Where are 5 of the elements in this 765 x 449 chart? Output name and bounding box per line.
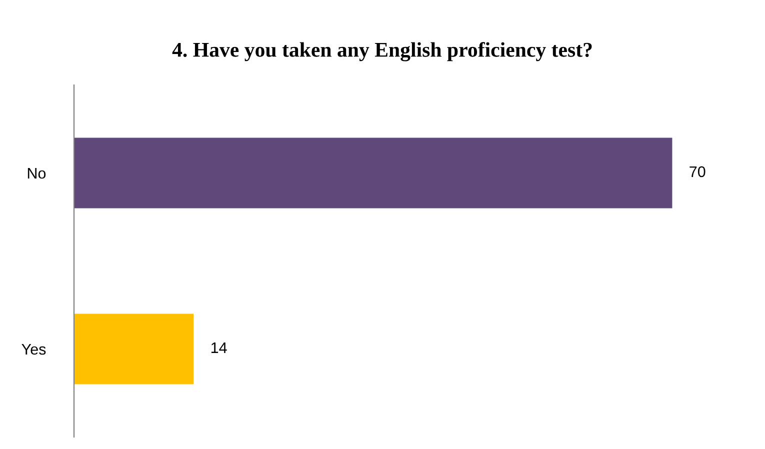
data-label: 14 — [211, 342, 227, 353]
y-tick-label: Yes — [22, 344, 46, 355]
y-tick-label: No — [28, 168, 46, 179]
data-label: 70 — [690, 166, 706, 178]
chart-title: 4. Have you taken any English proficiency test? — [172, 42, 592, 62]
